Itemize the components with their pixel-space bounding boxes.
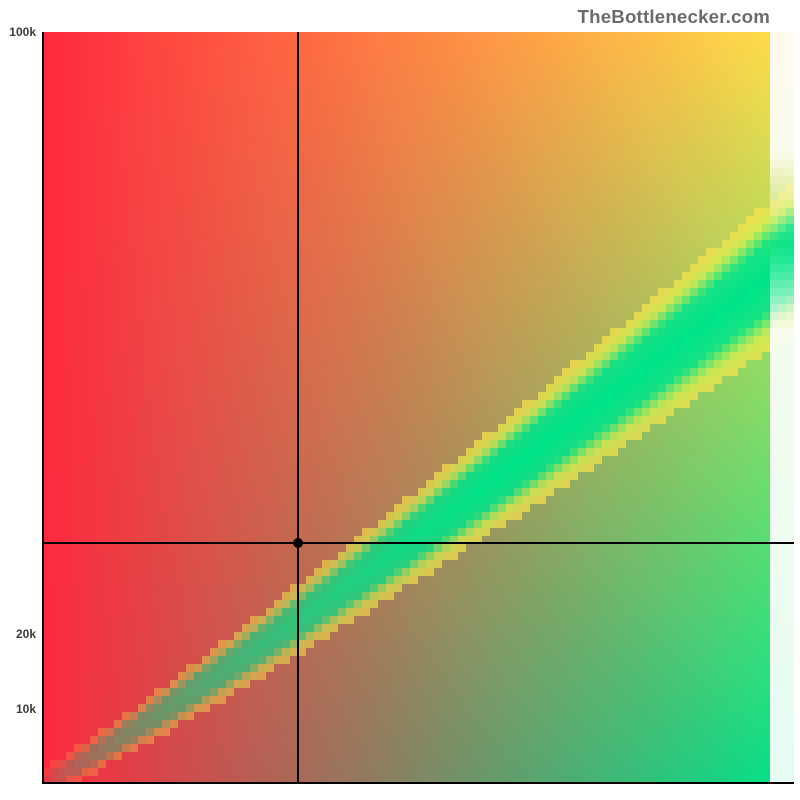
heatmap-canvas: [42, 32, 794, 784]
x-axis-line: [42, 782, 794, 784]
crosshair-dot: [293, 538, 303, 548]
bottleneck-heatmap: 10k 20k 100k: [42, 32, 794, 784]
page-title: TheBottlenecker.com: [0, 6, 800, 28]
crosshair-vertical: [297, 32, 299, 784]
ytick-100k: 100k: [9, 25, 36, 39]
ytick-10k: 10k: [16, 702, 36, 716]
ytick-20k: 20k: [16, 627, 36, 641]
y-axis-line: [42, 32, 44, 784]
crosshair-horizontal: [42, 542, 794, 544]
